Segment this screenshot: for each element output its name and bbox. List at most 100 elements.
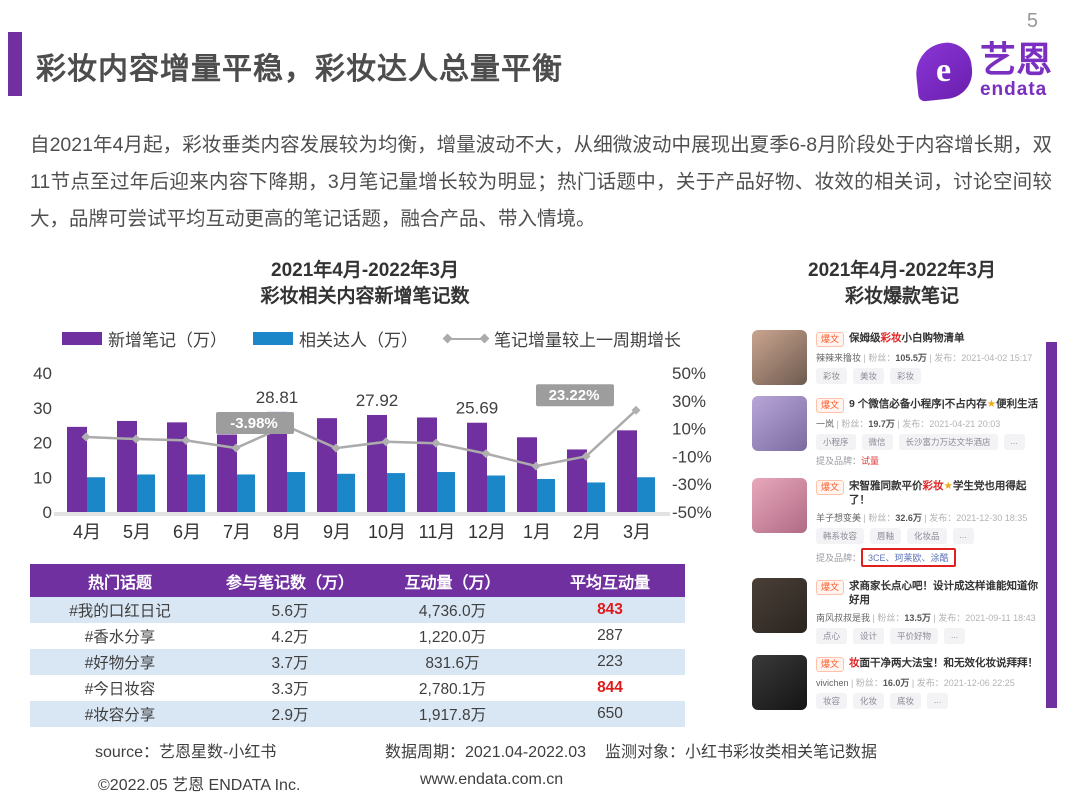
endata-logo: e 艺恩 endata [913,39,1052,102]
table-header-cell: 热门话题 [87,574,152,592]
note-tag: 点心 [816,628,848,645]
page-number: 5 [1026,10,1038,32]
note-card-body: 爆文 9 个微信必备小程序|不占内存★便利生活 一岚 | 粉丝：19.7万 | 发布… [816,396,1046,467]
note-author: 辣辣来撸妆 [816,352,862,363]
note-tag: 小程序 [816,433,856,450]
note-brands: 提及品牌： 3CE、珂莱欧、涂酷 [816,548,1046,568]
bar-creators [637,477,655,512]
title-accent-bar [8,32,22,96]
logo-brand: 艺恩 [979,39,1052,80]
footer-source: source：艺恩星数-小红书 [95,744,277,761]
bar-creators [237,474,255,512]
table-cell-avg: 844 [597,679,623,696]
note-card-body: 爆文 妆面干净两大法宝！和无效化妆说拜拜！ vivichen | 粉丝：16.0万 … [816,655,1046,710]
hot-topics-table: 热门话题 参与笔记数（万） 互动量（万） 平均互动量 #我的口红日记 5.6万 4,736… [30,564,685,727]
table-cell-topic: #好物分享 [84,655,156,672]
left-axis-tick: 40 [33,364,52,383]
bar-line-chart: 0 10 20 30 40 50% 30% 10% -10% -30% -50% 4月 5月 6月 7月 8月… [12,362,718,562]
legend-label: 笔记增量较上一周期增长 [494,331,681,350]
note-brands: 提及品牌：试量 [816,455,880,466]
bar-creators [387,473,405,512]
bar-new-notes [267,411,287,512]
hot-notes-title-line1: 2021年4月-2022年3月 [808,260,996,281]
note-fans-count: 105.5万 [895,352,927,363]
bar-creators [137,474,155,512]
bar-new-notes [67,426,87,512]
right-axis-tick: 10% [672,420,706,439]
note-card: 爆文 9 个微信必备小程序|不占内存★便利生活 一岚 | 粉丝：19.7万 | 发布… [752,394,1046,469]
note-meta: vivichen | 粉丝：16.0万 | 发布：2021-12-06 22:2… [816,678,1015,689]
note-tag: ... [944,628,966,645]
x-axis-month-label: 5月 [123,522,151,542]
note-card-body: 爆文 宋智雅同款平价彩妆★学生党也用得起了！ 羊子想变美 | 粉丝：32.6万 | … [816,478,1046,568]
note-tag: 平价好物 [890,628,939,645]
bar-new-notes [367,414,387,512]
growth-label-text: 23.22% [549,387,600,404]
table-cell-avg: 843 [597,601,623,618]
note-tag: 微信 [861,433,893,450]
hot-notes-list: 爆文 保姆级彩妆小白购物清单 辣辣来撸妆 | 粉丝：105.5万 | 发布：2021… [752,328,1046,713]
bar-new-notes [217,434,237,512]
legend-swatch-purple [62,332,102,345]
bar-new-notes [417,417,437,512]
growth-label-box [216,412,294,435]
note-tag: 彩妆 [816,367,848,384]
table-cell-interactions: 1,220.0万 [418,629,487,646]
bar-creators [487,475,505,512]
note-brand-names: 试量 [861,455,880,466]
note-tag: ... [927,693,949,710]
bar-value-label: 27.92 [356,391,399,410]
note-author: vivichen [816,678,849,689]
page-title: 彩妆内容增量平稳，彩妆达人总量平衡 [36,53,563,86]
note-fans-count: 32.6万 [895,513,922,524]
note-author: 羊子想变美 [816,513,862,524]
left-axis-tick: 30 [33,399,52,418]
x-axis-month-label: 1月 [523,522,551,542]
note-fans-count: 19.7万 [868,418,895,429]
note-tag: 化妆品 [907,528,947,545]
table-header-cell: 参与笔记数（万） [225,574,354,592]
note-tag: 彩妆 [890,367,922,384]
x-axis-month-label: 11月 [419,522,456,542]
bar-new-notes [517,437,537,512]
table-row: #香水分享 4.2万 1,220.0万 287 [30,623,685,649]
note-card: 爆文 妆面干净两大法宝！和无效化妆说拜拜！ vivichen | 粉丝：16.0万 … [752,653,1046,713]
table-cell-notes: 5.6万 [271,603,309,620]
note-title: 宋智雅同款平价彩妆★学生党也用得起了！ [849,479,1027,506]
note-title: 9 个微信必备小程序|不占内存★便利生活 [849,398,1039,410]
note-tag: 底妆 [890,693,922,710]
right-axis-tick: 50% [672,364,706,383]
bar-new-notes [117,420,137,512]
x-axis-month-label: 10月 [368,522,406,542]
x-axis-month-label: 7月 [223,522,251,542]
note-tags: 点心 设计 平价好物... [816,628,1046,645]
table-body: #我的口红日记 5.6万 4,736.0万 843 #香水分享 4.2万 1,220.0万 2… [30,597,685,727]
bar-creators [437,472,455,512]
table-cell-interactions: 1,917.8万 [418,707,487,724]
note-tags: 韩系妆容 唇釉 化妆品... [816,528,1046,545]
table-header-cell: 互动量（万） [404,574,501,592]
bar-creators [187,474,205,512]
note-meta: 羊子想变美 | 粉丝：32.6万 | 发布：2021-12-30 18:35 [816,513,1028,524]
table-row: #今日妆容 3.3万 2,780.1万 844 [30,675,685,701]
table-cell-avg: 650 [597,705,623,722]
note-thumbnail [752,578,807,634]
note-tag: ... [1003,433,1025,450]
legend-item-growth-line: 笔记增量较上一周期增长 [444,326,681,351]
hot-post-badge: 爆文 [816,657,845,673]
note-fans-count: 13.5万 [904,613,931,624]
note-tags: 彩妆 美妆 彩妆 [816,367,1046,384]
logo-glyph: e [936,51,952,89]
hot-post-badge: 爆文 [816,332,845,347]
table-cell-notes: 4.2万 [271,629,309,646]
cards-frame-right [1046,342,1057,708]
left-axis-tick: 0 [43,503,52,522]
bar-new-notes [567,449,587,512]
legend-label: 新增笔记（万） [108,331,227,350]
bar-new-notes [467,422,487,512]
bar-creators [287,472,305,512]
note-tag: 妆容 [816,693,848,710]
right-axis-tick: 30% [672,392,706,411]
hot-post-badge: 爆文 [816,398,845,413]
